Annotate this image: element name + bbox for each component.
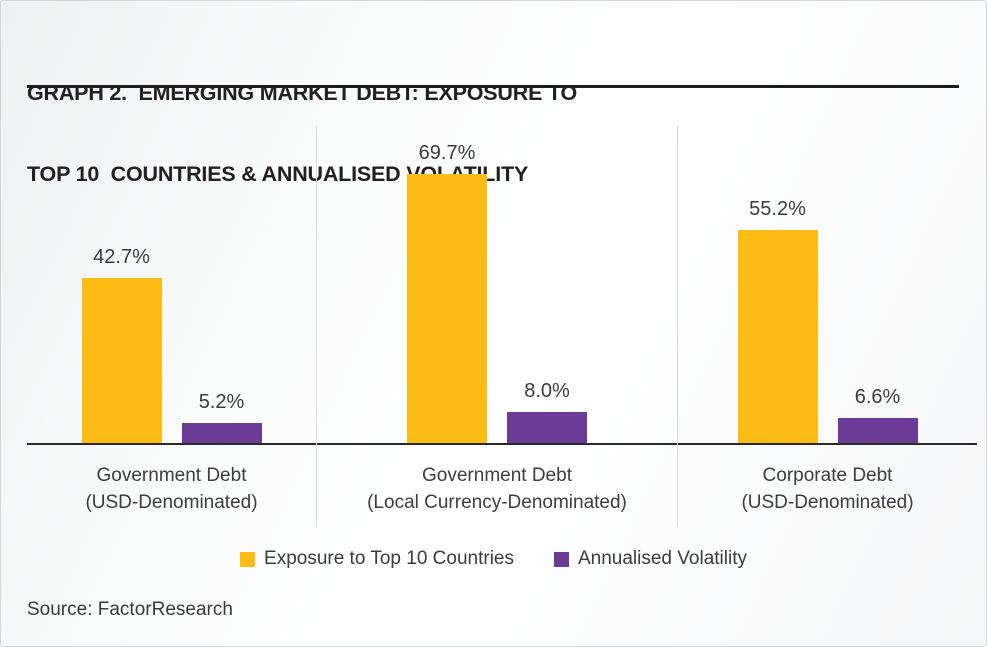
exposure-bar — [737, 229, 818, 443]
volatility-bar — [837, 417, 918, 443]
plot-area-group-3: 55.2% 6.6% — [678, 126, 977, 445]
title-underline — [27, 85, 959, 88]
value-label: 55.2% — [749, 197, 806, 220]
value-label: 8.0% — [524, 380, 570, 403]
legend-item-exposure: Exposure to Top 10 Countries — [240, 548, 514, 570]
volatility-bar — [181, 422, 262, 443]
plot-area-group-2: 69.7% 8.0% — [317, 126, 677, 445]
bar-group-government-local: 69.7% 8.0% Government Debt (Local Curren… — [316, 126, 678, 527]
bar-group-corporate-usd: 55.2% 6.6% Corporate Debt (USD-Denominat… — [678, 126, 977, 527]
bar-exposure-group-3: 55.2% — [737, 197, 818, 443]
category-label-group-1: Government Debt (USD-Denominated) — [27, 445, 316, 527]
plot-area-group-1: 42.7% 5.2% — [27, 126, 316, 445]
category-label-line1: Corporate Debt — [762, 465, 893, 486]
value-label: 5.2% — [198, 390, 245, 413]
chart-legend: Exposure to Top 10 Countries Annualised … — [1, 548, 986, 570]
bar-volatility-group-3: 6.6% — [837, 385, 918, 443]
exposure-legend-swatch-icon — [240, 551, 256, 567]
category-label-line2: (USD-Denominated) — [85, 492, 258, 513]
value-label: 69.7% — [418, 142, 476, 164]
bar-volatility-group-2: 8.0% — [507, 380, 587, 443]
category-label-line1: Government Debt — [96, 465, 247, 486]
legend-item-volatility: Annualised Volatility — [553, 548, 747, 570]
category-label-line2: (USD-Denominated) — [741, 492, 914, 513]
value-label: 6.6% — [854, 385, 901, 408]
category-label-group-3: Corporate Debt (USD-Denominated) — [678, 445, 977, 527]
bar-exposure-group-1: 42.7% — [81, 246, 162, 443]
category-label-line2: (Local Currency-Denominated) — [367, 492, 627, 513]
source-note: Source: FactorResearch — [27, 599, 233, 620]
bar-exposure-group-2: 69.7% — [407, 142, 487, 443]
legend-label: Exposure to Top 10 Countries — [264, 548, 514, 569]
bar-group-government-usd: 42.7% 5.2% Government Debt (USD-Denomina… — [27, 126, 316, 527]
category-label-group-2: Government Debt (Local Currency-Denomina… — [317, 445, 677, 527]
bar-volatility-group-1: 5.2% — [181, 390, 262, 443]
value-label: 42.7% — [93, 246, 150, 269]
exposure-bar — [81, 278, 162, 443]
volatility-bar — [507, 412, 587, 443]
bar-chart: 42.7% 5.2% Government Debt (USD-Denomina… — [27, 126, 977, 527]
category-label-line1: Government Debt — [422, 465, 572, 486]
legend-label: Annualised Volatility — [577, 548, 747, 569]
volatility-legend-swatch-icon — [553, 551, 569, 567]
exposure-bar — [407, 174, 487, 443]
